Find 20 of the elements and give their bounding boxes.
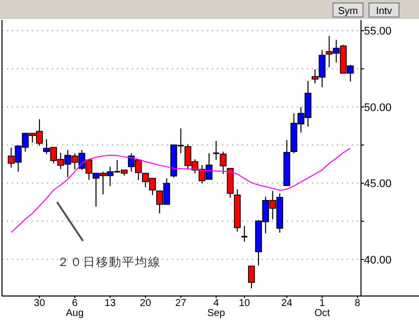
- x-tick-label: 1 Oct: [314, 298, 330, 319]
- text: Sym: [338, 6, 358, 17]
- annotation: ２０日移動平均線: [57, 255, 161, 269]
- y-tick-label: 50.00: [364, 102, 392, 114]
- x-tick-label: 6 Aug: [66, 298, 84, 319]
- x-tick-label: 8: [354, 298, 361, 309]
- x-tick-label: 4 Sep: [207, 298, 226, 319]
- x-tick-label: 24: [281, 298, 293, 309]
- x-tick-label: 20: [140, 298, 152, 309]
- x-tick-label: 10: [238, 298, 250, 309]
- y-tick-label: 45.00: [364, 178, 392, 190]
- candlestick: [248, 266, 255, 289]
- y-tick-label: 55.00: [364, 26, 392, 38]
- line-series: [10, 148, 351, 233]
- x-tick-label: 27: [175, 298, 187, 309]
- y-tick-label: 40.00: [364, 254, 392, 266]
- text: Intv: [376, 6, 392, 17]
- x-tick-label: 13: [104, 298, 116, 309]
- x-tick-label: 30: [34, 298, 46, 309]
- candlestick: [240, 226, 248, 242]
